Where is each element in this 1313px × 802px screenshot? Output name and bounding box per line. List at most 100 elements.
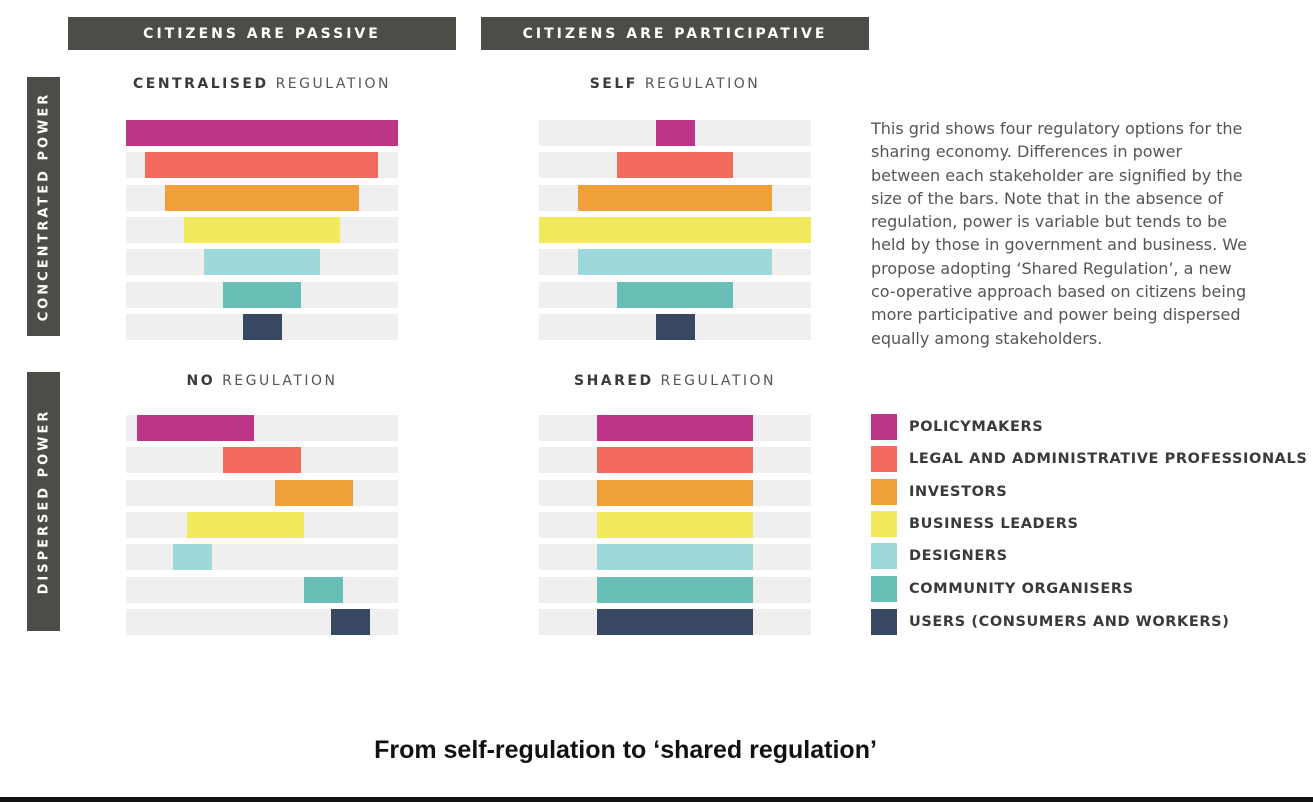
bar-track (126, 152, 398, 178)
bar-designers (204, 249, 320, 275)
panel-title-self-light: REGULATION (644, 76, 761, 92)
bar-business-leaders (597, 512, 753, 538)
legend-swatch (871, 414, 897, 440)
bar-track (126, 480, 398, 506)
bar-policymakers (126, 120, 398, 146)
bar-track (539, 415, 811, 441)
bar-track (126, 512, 398, 538)
bar-track (539, 512, 811, 538)
column-header-participative: CITIZENS ARE PARTICIPATIVE (481, 17, 869, 50)
bar-track (539, 152, 811, 178)
bottom-rule (0, 797, 1313, 802)
bar-track (126, 577, 398, 603)
legend-label: USERS (CONSUMERS AND WORKERS) (909, 614, 1230, 630)
panel-shared-regulation (539, 415, 811, 635)
legend-label: LEGAL AND ADMINISTRATIVE PROFESSIONALS (909, 451, 1308, 467)
bar-track (126, 185, 398, 211)
bar-legal-admin (597, 447, 753, 473)
panel-title-self-bold: SELF (589, 76, 638, 92)
bar-track (126, 447, 398, 473)
bar-track (539, 577, 811, 603)
bar-community-organisers (597, 577, 753, 603)
bar-track (539, 217, 811, 243)
bar-business-leaders (184, 217, 340, 243)
bar-track (126, 282, 398, 308)
legend-item-investors: INVESTORS (871, 479, 1007, 505)
panel-title-no: NO REGULATION (126, 373, 398, 389)
bar-track (539, 314, 811, 340)
bar-policymakers (656, 120, 695, 146)
bar-investors (597, 480, 753, 506)
column-header-passive: CITIZENS ARE PASSIVE (68, 17, 456, 50)
bar-track (126, 249, 398, 275)
panel-title-centralised: CENTRALISED REGULATION (126, 76, 398, 92)
bar-designers (597, 544, 753, 570)
panel-centralised-regulation (126, 120, 398, 340)
bar-users (597, 609, 753, 635)
bar-community-organisers (617, 282, 733, 308)
legend-label: DESIGNERS (909, 548, 1008, 564)
bar-track (126, 120, 398, 146)
panel-title-centralised-light: REGULATION (275, 76, 392, 92)
bar-track (539, 609, 811, 635)
bar-track (539, 544, 811, 570)
panel-title-shared-bold: SHARED (573, 373, 654, 389)
bar-users (331, 609, 370, 635)
legend-item-users: USERS (CONSUMERS AND WORKERS) (871, 609, 1229, 635)
bar-track (126, 544, 398, 570)
bar-community-organisers (304, 577, 343, 603)
bar-community-organisers (223, 282, 301, 308)
legend-label: POLICYMAKERS (909, 419, 1044, 435)
bar-track (126, 415, 398, 441)
bar-legal-admin (223, 447, 301, 473)
panel-title-shared-light: REGULATION (660, 373, 776, 389)
row-header-dispersed: DISPERSED POWER (27, 372, 60, 631)
legend-label: INVESTORS (909, 484, 1008, 500)
legend-label: BUSINESS LEADERS (909, 516, 1079, 532)
bar-legal-admin (617, 152, 733, 178)
legend-item-business-leaders: BUSINESS LEADERS (871, 511, 1079, 537)
legend-item-legal-admin: LEGAL AND ADMINISTRATIVE PROFESSIONALS (871, 446, 1307, 472)
bar-investors (165, 185, 359, 211)
bar-track (539, 185, 811, 211)
bar-policymakers (137, 415, 254, 441)
bar-track (126, 314, 398, 340)
bar-business-leaders (187, 512, 304, 538)
panel-title-shared: SHARED REGULATION (539, 373, 811, 389)
legend-swatch (871, 576, 897, 602)
bar-track (126, 217, 398, 243)
panel-no-regulation (126, 415, 398, 635)
bar-track (126, 609, 398, 635)
bar-designers (173, 544, 212, 570)
bar-track (539, 480, 811, 506)
bar-track (539, 447, 811, 473)
bar-policymakers (597, 415, 753, 441)
bar-users (656, 314, 695, 340)
bar-track (539, 249, 811, 275)
legend-swatch (871, 446, 897, 472)
legend-item-designers: DESIGNERS (871, 543, 1008, 569)
description-text: This grid shows four regulatory options … (871, 119, 1247, 348)
panel-title-centralised-bold: CENTRALISED (132, 76, 269, 92)
figure-caption: From self-regulation to ‘shared regulati… (374, 736, 877, 764)
bar-designers (578, 249, 772, 275)
bar-track (539, 282, 811, 308)
bar-legal-admin (145, 152, 378, 178)
legend-swatch (871, 543, 897, 569)
panel-title-no-bold: NO (186, 373, 216, 389)
legend-item-policymakers: POLICYMAKERS (871, 414, 1043, 440)
row-header-concentrated: CONCENTRATED POWER (27, 77, 60, 336)
row-header-concentrated-label: CONCENTRATED POWER (36, 91, 52, 322)
bar-users (243, 314, 282, 340)
panel-title-no-light: REGULATION (222, 373, 338, 389)
bar-investors (578, 185, 772, 211)
legend-swatch (871, 609, 897, 635)
bar-business-leaders (539, 217, 811, 243)
row-header-dispersed-label: DISPERSED POWER (36, 408, 51, 595)
bar-track (539, 120, 811, 146)
legend-label: COMMUNITY ORGANISERS (909, 581, 1134, 597)
panel-title-self: SELF REGULATION (539, 76, 811, 92)
panel-self-regulation (539, 120, 811, 340)
legend-item-community-organisers: COMMUNITY ORGANISERS (871, 576, 1134, 602)
legend-swatch (871, 479, 897, 505)
